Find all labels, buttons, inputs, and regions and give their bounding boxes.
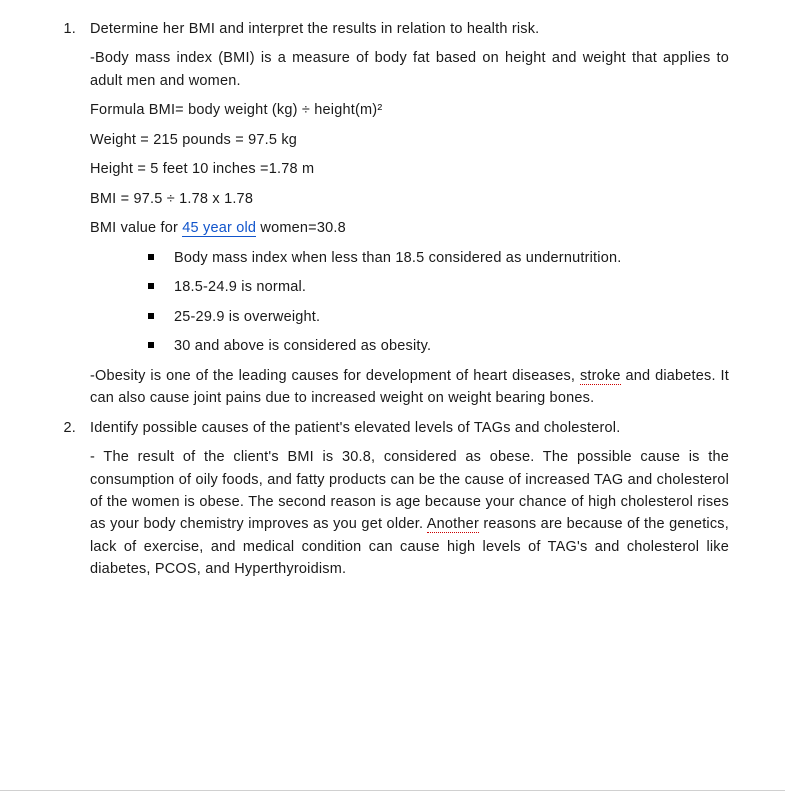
list-number-2: 2. (56, 417, 90, 439)
closing-err: stroke (580, 368, 621, 385)
bmi-link[interactable]: 45 year old (182, 220, 256, 237)
item1-line-2: Formula BMI= body weight (kg) ÷ height(m… (90, 99, 729, 121)
item1-line-3: Weight = 215 pounds = 97.5 kg (90, 129, 729, 151)
item1-line-4: Height = 5 feet 10 inches =1.78 m (90, 158, 729, 180)
bullet-2: 25-29.9 is overweight. (148, 306, 729, 328)
bullet-3: 30 and above is considered as obesity. (148, 335, 729, 357)
item1-line-1: -Body mass index (BMI) is a measure of b… (90, 47, 729, 92)
item1-line-5: BMI = 97.5 ÷ 1.78 x 1.78 (90, 188, 729, 210)
item1-closing: -Obesity is one of the leading causes fo… (90, 365, 729, 410)
bullet-0: Body mass index when less than 18.5 cons… (148, 247, 729, 269)
ordered-list-item-1: 1. Determine her BMI and interpret the r… (56, 18, 729, 410)
item1-bmi-line: BMI value for 45 year old women=30.8 (90, 217, 729, 239)
bmi-post: women=30.8 (256, 220, 346, 236)
body-err: Another (427, 516, 479, 533)
bullet-1: 18.5-24.9 is normal. (148, 276, 729, 298)
item1-line-0: Determine her BMI and interpret the resu… (90, 18, 729, 40)
item2-head: Identify possible causes of the patient'… (90, 417, 729, 439)
list-number-1: 1. (56, 18, 90, 40)
item1-bullets: Body mass index when less than 18.5 cons… (90, 247, 729, 358)
bmi-pre: BMI value for (90, 220, 182, 236)
item2-body: - The result of the client's BMI is 30.8… (90, 446, 729, 581)
ordered-list-item-2: 2. Identify possible causes of the patie… (56, 417, 729, 581)
closing-pre: -Obesity is one of the leading causes fo… (90, 368, 580, 384)
